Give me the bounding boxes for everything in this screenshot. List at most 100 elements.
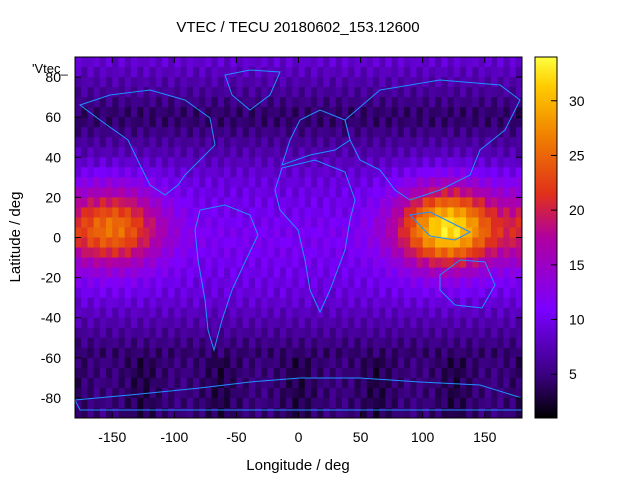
heatmap-cell [317, 407, 324, 419]
heatmap-cell [186, 307, 194, 319]
heatmap-cell [515, 377, 523, 389]
heatmap-cell [124, 237, 132, 248]
heatmap-cell [497, 257, 504, 268]
heatmap-cell [230, 167, 237, 178]
heatmap-cell [385, 227, 393, 238]
heatmap-cell [174, 187, 181, 198]
heatmap-cell [93, 97, 101, 108]
heatmap-cell [248, 367, 256, 379]
heatmap-cell [143, 117, 150, 128]
heatmap-cell [435, 347, 442, 359]
heatmap-cell [236, 117, 244, 128]
heatmap-cell [459, 237, 467, 248]
heatmap-cell [279, 147, 287, 158]
heatmap-cell [422, 127, 430, 138]
heatmap-cell [236, 317, 244, 329]
heatmap-cell [391, 227, 399, 238]
heatmap-cell [137, 317, 144, 329]
heatmap-cell [93, 127, 101, 138]
heatmap-cell [186, 177, 194, 188]
heatmap-cell [515, 257, 523, 268]
heatmap-cell [329, 87, 337, 98]
heatmap-cell [174, 267, 181, 279]
heatmap-cell [230, 147, 237, 158]
heatmap-cell [441, 87, 448, 98]
heatmap-cell [385, 287, 393, 299]
heatmap-cell [230, 127, 237, 138]
heatmap-cell [453, 227, 461, 238]
heatmap-cell [441, 247, 448, 258]
heatmap-cell [503, 307, 510, 319]
heatmap-cell [509, 377, 517, 389]
heatmap-cell [161, 147, 169, 158]
heatmap-cell [447, 137, 455, 148]
heatmap-cell [75, 177, 82, 188]
heatmap-cell [205, 77, 212, 88]
heatmap-cell [75, 267, 82, 279]
heatmap-cell [428, 67, 436, 78]
heatmap-cell [255, 267, 262, 279]
heatmap-cell [379, 277, 386, 289]
heatmap-cell [168, 307, 175, 319]
heatmap-cell [286, 267, 293, 279]
heatmap-cell [81, 217, 88, 228]
heatmap-cell [286, 67, 293, 78]
heatmap-cell [373, 367, 380, 379]
heatmap-cell [286, 187, 293, 198]
heatmap-cell [155, 357, 163, 369]
heatmap-cell [292, 347, 299, 359]
heatmap-cell [373, 277, 380, 289]
heatmap-cell [304, 177, 312, 188]
heatmap-cell [515, 267, 523, 279]
heatmap-cell [360, 237, 368, 248]
heatmap-cell [230, 277, 237, 289]
heatmap-cell [422, 117, 430, 128]
heatmap-cell [323, 257, 330, 268]
heatmap-cell [453, 207, 461, 218]
heatmap-cell [267, 347, 275, 359]
heatmap-cell [366, 137, 374, 148]
heatmap-cell [329, 357, 337, 369]
heatmap-cell [81, 357, 88, 369]
heatmap-cell [373, 87, 380, 98]
heatmap-cell [143, 327, 150, 339]
heatmap-cell [472, 367, 479, 379]
heatmap-cell [341, 407, 349, 419]
heatmap-cell [335, 207, 343, 218]
heatmap-cell [515, 367, 523, 379]
heatmap-cell [459, 377, 467, 389]
heatmap-cell [174, 357, 181, 369]
heatmap-cell [509, 177, 517, 188]
heatmap-cell [366, 187, 374, 198]
heatmap-cell [75, 407, 82, 419]
heatmap-cell [385, 327, 393, 339]
heatmap-cell [93, 377, 101, 389]
heatmap-cell [428, 157, 436, 168]
heatmap-cell [298, 147, 306, 158]
heatmap-cell [317, 277, 324, 289]
heatmap-cell [192, 77, 200, 88]
heatmap-cell [478, 347, 486, 359]
heatmap-cell [323, 337, 330, 349]
heatmap-cell [317, 297, 324, 309]
heatmap-cell [205, 57, 212, 68]
heatmap-cell [484, 67, 492, 78]
heatmap-cell [366, 127, 374, 138]
heatmap-cell [366, 97, 374, 108]
heatmap-cell [124, 317, 132, 329]
heatmap-cell [279, 77, 287, 88]
heatmap-cell [217, 407, 225, 419]
heatmap-cell [180, 367, 188, 379]
heatmap-cell [211, 287, 219, 299]
heatmap-cell [484, 227, 492, 238]
heatmap-cell [317, 127, 324, 138]
heatmap-cell [310, 147, 318, 158]
heatmap-cell [112, 217, 119, 228]
heatmap-cell [304, 357, 312, 369]
heatmap-cell [124, 177, 132, 188]
heatmap-cell [497, 227, 504, 238]
heatmap-cell [217, 107, 225, 118]
heatmap-cell [186, 57, 194, 68]
heatmap-cell [515, 337, 523, 349]
heatmap-cell [329, 147, 337, 158]
